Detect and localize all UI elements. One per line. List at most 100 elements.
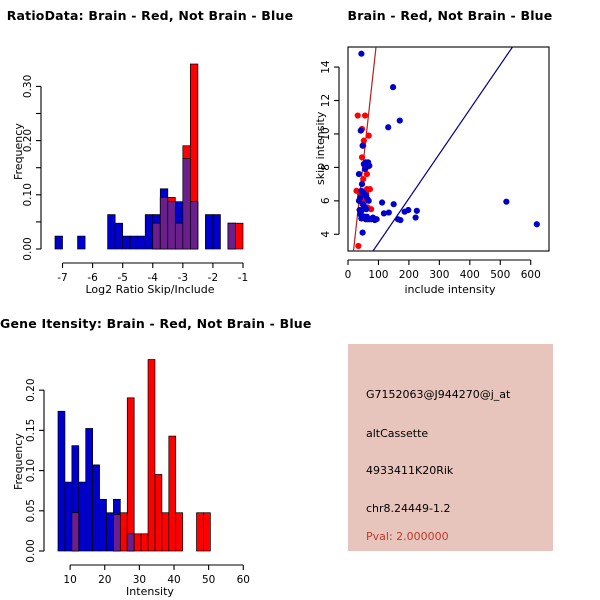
scatter-point	[385, 209, 392, 216]
scatter-point	[355, 242, 362, 250]
hist-bar-overlap	[190, 201, 199, 250]
x-tick-label: 10	[63, 574, 76, 586]
y-tick-label: 0.05	[25, 499, 37, 522]
hist-bar-blue	[144, 214, 154, 250]
scatter-point	[373, 216, 380, 223]
hist-bar-red	[203, 512, 211, 552]
hist-bar-blue	[114, 222, 124, 250]
scatter-point	[357, 127, 364, 134]
panel-intensity-scatter: Brain - Red, Not Brain - Blue 0 100 200 300…	[300, 0, 600, 300]
panel-ratio-histogram: RatioData: Brain - Red, Not Brain - Blue…	[0, 0, 300, 300]
gene-hist-xlabel: Intensity	[126, 585, 174, 598]
hist-bar-blue	[85, 428, 93, 552]
fit-line-not-brain-fit	[372, 47, 513, 251]
scatter-plot: 0 100 200 300 400 500 600 4 6 8 10 12 14	[320, 46, 550, 281]
axes-group	[39, 389, 244, 570]
scatter-point	[533, 221, 540, 228]
hist-bar-blue	[64, 481, 73, 552]
y-tick-label: 4	[320, 231, 332, 238]
info-locus: chr8.24449-1.2	[366, 502, 451, 515]
ratio-hist-xlabel: Log2 Ratio Skip/Include	[85, 283, 215, 296]
fit-line-brain-fit	[352, 47, 377, 251]
x-tick-label: -5	[117, 272, 127, 284]
hist-bar-blue	[92, 464, 100, 552]
x-tick-label: 40	[167, 574, 180, 586]
x-tick-label: -4	[148, 272, 159, 284]
x-tick-label: 400	[460, 269, 480, 281]
hist-bar-red	[168, 435, 177, 552]
scatter-point	[385, 124, 392, 131]
y-tick-label: 0.20	[22, 129, 34, 152]
scatter-point	[413, 207, 420, 214]
scatter-point	[358, 50, 365, 57]
scatter-point	[390, 201, 397, 208]
scatter-point	[360, 137, 367, 144]
y-tick-label: 12	[320, 94, 332, 107]
gene-hist-title: Gene Itensity: Brain - Red, Not Brain - …	[0, 316, 312, 331]
y-tick-label: 10	[320, 127, 332, 140]
hist-bar-overlap	[167, 201, 176, 250]
scatter-xlabel: include intensity	[404, 283, 496, 296]
hist-bar-blue	[78, 481, 87, 552]
x-tick-label: -6	[87, 272, 98, 284]
x-tick-label: 500	[490, 269, 510, 281]
scatter-point	[366, 162, 373, 169]
scatter-title: Brain - Red, Not Brain - Blue	[347, 8, 553, 23]
x-tick-label: 600	[521, 269, 541, 281]
scatter-point	[356, 206, 363, 214]
hist-bar-blue	[129, 235, 139, 250]
axes-group	[334, 66, 532, 265]
gene-hist-ylabel: Frequency	[12, 433, 25, 490]
hist-bar-blue	[122, 235, 131, 250]
scatter-point	[358, 154, 366, 161]
hist-bar-overlap	[227, 222, 236, 250]
info-pval: Pval: 2.000000	[366, 530, 449, 543]
ratio-hist-ylabel: Frequency	[12, 123, 25, 180]
x-tick-label: 300	[429, 269, 449, 281]
scatter-point	[365, 132, 372, 139]
y-tick-label: 0.00	[22, 237, 34, 260]
scatter-point	[405, 206, 412, 214]
y-tick-label: 6	[320, 197, 332, 204]
ratio-hist-plot: -7 -6 -5 -4 -3 -2 -1 0.00 0.10 0.20 0.30	[22, 63, 248, 284]
axes-group	[36, 85, 244, 268]
scatter-point	[396, 117, 403, 124]
hist-bar-blue	[57, 410, 66, 552]
x-tick-label: -3	[178, 272, 188, 284]
scatter-point	[503, 198, 510, 205]
scatter-point	[380, 210, 388, 217]
y-tick-label: 0.10	[25, 459, 37, 482]
gene-hist-plot: 10 20 30 40 50 60 0.00 0.05 0.10 0.15 0.20	[25, 359, 250, 586]
scatter-point	[363, 206, 370, 213]
y-tick-label: 8	[320, 164, 332, 171]
x-tick-label: -2	[208, 272, 218, 284]
scatter-point	[360, 175, 367, 183]
hist-bar-overlap	[182, 158, 191, 250]
hist-bars-group	[54, 63, 244, 250]
scatter-point	[368, 206, 375, 213]
scatter-point	[363, 213, 370, 220]
hist-bar-overlap	[126, 533, 135, 552]
hist-bar-overlap	[159, 197, 169, 250]
x-tick-label: 60	[237, 574, 250, 586]
hist-bar-red	[119, 512, 128, 552]
hist-bar-red	[133, 533, 142, 552]
scatter-point	[389, 84, 397, 91]
x-tick-label: -7	[57, 272, 67, 284]
hist-bar-blue	[205, 214, 214, 250]
scatter-point	[361, 112, 369, 119]
scatter-point	[365, 197, 372, 204]
y-tick-label: 0.30	[22, 75, 34, 98]
scatter-point	[358, 181, 366, 188]
hist-bar-red	[154, 474, 163, 552]
x-tick-label: 200	[399, 269, 419, 281]
scatter-point	[354, 112, 361, 119]
hist-bar-red	[126, 397, 135, 552]
x-tick-label: 20	[98, 574, 111, 586]
y-tick-label: 0.00	[25, 539, 37, 562]
info-probe-id: G7152063@J944270@j_at	[366, 388, 511, 401]
hist-bar-overlap	[71, 512, 80, 552]
hist-bars-group	[57, 359, 211, 552]
scatter-point	[397, 216, 404, 224]
